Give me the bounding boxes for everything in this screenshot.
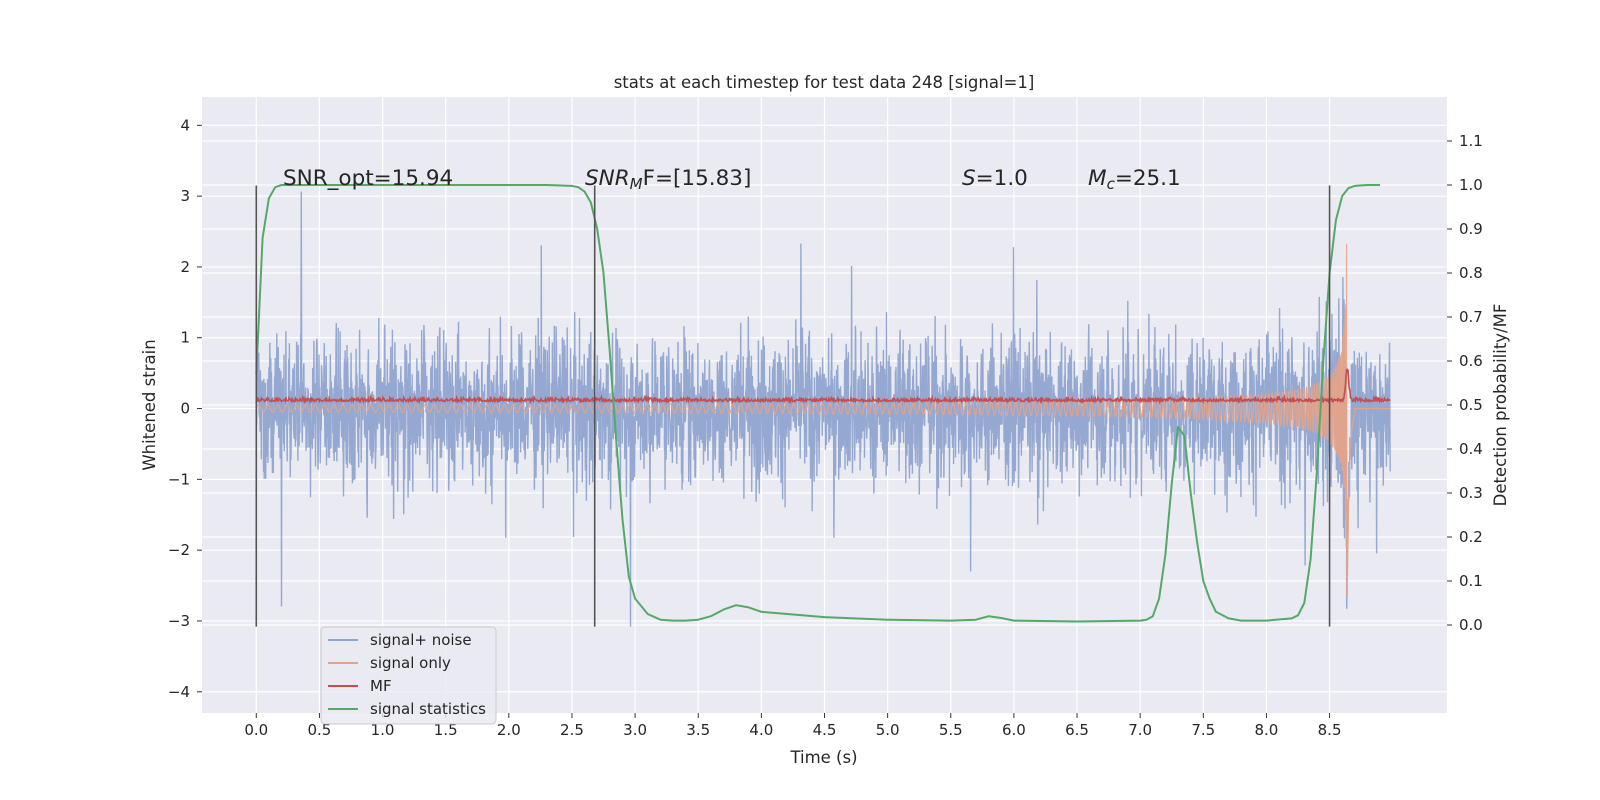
x-tick-label: 2.0 bbox=[497, 721, 521, 739]
legend-label-signal-statistics: signal statistics bbox=[370, 700, 486, 718]
x-tick-label: 3.0 bbox=[623, 721, 647, 739]
y-tick-label: −3 bbox=[168, 612, 190, 630]
right-y-tick-label: 0.5 bbox=[1459, 396, 1483, 414]
annotation-snr-mf-sub: M bbox=[630, 175, 643, 193]
annotation-snr-opt: SNR_opt=15.94 bbox=[283, 166, 453, 191]
right-y-tick-label: 0.3 bbox=[1459, 484, 1483, 502]
legend-label-signal-noise: signal+ noise bbox=[370, 631, 472, 649]
x-tick-label: 8.5 bbox=[1318, 721, 1342, 739]
right-y-tick-label: 1.1 bbox=[1459, 132, 1483, 150]
y-tick-label: 0 bbox=[180, 400, 190, 418]
x-tick-label: 4.0 bbox=[749, 721, 773, 739]
x-tick-label: 0.0 bbox=[244, 721, 268, 739]
legend-box bbox=[320, 626, 497, 725]
legend-label-mf: MF bbox=[370, 677, 392, 695]
series-signal-noise bbox=[255, 191, 1391, 627]
y-tick-label: 4 bbox=[180, 116, 190, 134]
annotation-snr-mf-suffix: F=[15.83] bbox=[643, 166, 752, 191]
vertical-markers bbox=[255, 185, 1331, 627]
y-tick-label: 2 bbox=[180, 258, 190, 276]
x-tick-label: 0.5 bbox=[307, 721, 331, 739]
x-tick-label: 6.0 bbox=[1002, 721, 1026, 739]
right-y-tick-label: 0.2 bbox=[1459, 528, 1483, 546]
y-tick-label: −4 bbox=[168, 683, 190, 701]
right-y-tick-label: 0.9 bbox=[1459, 220, 1483, 238]
series-signal-statistics bbox=[255, 184, 1381, 623]
y-axis-ticks: 4 3 2 1 0 −1 −2 −3 −4 bbox=[168, 116, 202, 701]
annotation-mc-sub: c bbox=[1107, 175, 1116, 193]
annotation-snr-mf: SNRMF=[15.83] bbox=[585, 166, 751, 193]
annotation-snr-mf-prefix: SNR bbox=[585, 166, 630, 191]
x-tick-label: 3.5 bbox=[686, 721, 710, 739]
right-y-tick-label: 0.7 bbox=[1459, 308, 1483, 326]
x-tick-label: 1.5 bbox=[434, 721, 458, 739]
legend: signal+ noise signal only MF signal stat… bbox=[320, 626, 497, 725]
right-y-tick-label: 1.0 bbox=[1459, 176, 1483, 194]
right-y-tick-label: 0.4 bbox=[1459, 440, 1483, 458]
x-tick-label: 8.0 bbox=[1255, 721, 1279, 739]
right-y-axis-label: Detection probability/MF bbox=[1491, 304, 1510, 507]
x-tick-label: 6.5 bbox=[1065, 721, 1089, 739]
series-mf bbox=[255, 368, 1391, 405]
right-y-tick-label: 0.8 bbox=[1459, 264, 1483, 282]
x-tick-label: 4.5 bbox=[813, 721, 837, 739]
annotation-mc: Mc=25.1 bbox=[1088, 166, 1181, 193]
annotation-s-value: =1.0 bbox=[976, 166, 1028, 191]
y-tick-label: −1 bbox=[168, 470, 190, 488]
chart-title: stats at each timestep for test data 248… bbox=[614, 73, 1035, 92]
annotation-s-symbol: S bbox=[962, 166, 976, 191]
x-tick-label: 2.5 bbox=[560, 721, 584, 739]
annotation-s: S=1.0 bbox=[962, 166, 1028, 191]
series-layer bbox=[255, 184, 1391, 627]
y-axis-label: Whitened strain bbox=[140, 339, 159, 470]
right-y-tick-label: 0.1 bbox=[1459, 572, 1483, 590]
x-tick-label: 1.0 bbox=[371, 721, 395, 739]
right-y-tick-label: 0.0 bbox=[1459, 616, 1483, 634]
y-tick-label: 3 bbox=[180, 187, 190, 205]
series-signal-only bbox=[255, 243, 1391, 597]
y-tick-label: −2 bbox=[168, 541, 190, 559]
annotation-mc-value: =25.1 bbox=[1115, 166, 1181, 191]
x-tick-label: 5.0 bbox=[876, 721, 900, 739]
y-tick-label: 1 bbox=[180, 329, 190, 347]
x-tick-label: 7.0 bbox=[1128, 721, 1152, 739]
x-tick-label: 7.5 bbox=[1191, 721, 1215, 739]
annotation-mc-symbol: M bbox=[1088, 166, 1107, 191]
x-axis-label: Time (s) bbox=[789, 748, 857, 767]
x-axis-ticks: 0.0 0.5 1.0 1.5 2.0 2.5 3.0 3.5 4.0 4.5 5.0 5.5 6.0 6… bbox=[244, 713, 1342, 739]
right-y-axis-ticks: 1.1 1.0 0.9 0.8 0.7 0.6 0.5 0.4 0.3 0.2 0.1 0.0 bbox=[1447, 132, 1483, 634]
legend-label-signal-only: signal only bbox=[370, 654, 451, 672]
x-tick-label: 5.5 bbox=[939, 721, 963, 739]
right-y-tick-label: 0.6 bbox=[1459, 352, 1483, 370]
